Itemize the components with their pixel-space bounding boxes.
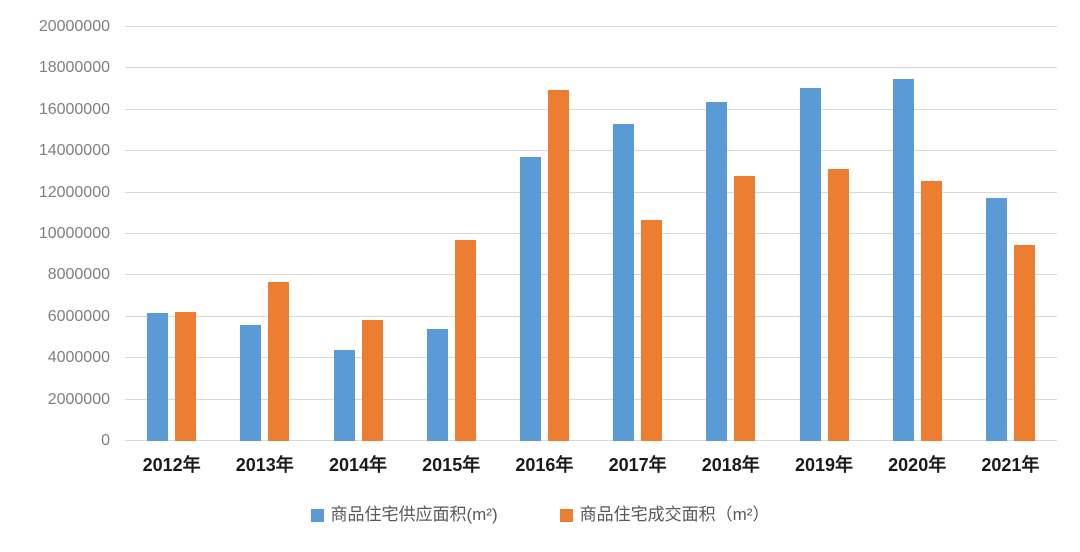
bar-supply	[519, 157, 541, 441]
legend-swatch-transaction-icon	[559, 508, 573, 522]
legend-label-supply: 商品住宅供应面积(m²)	[330, 505, 498, 524]
y-axis-tick-label: 16000000	[38, 100, 110, 118]
y-axis-tick-label: 20000000	[38, 18, 110, 35]
bar-transaction	[175, 311, 197, 441]
bar-supply	[706, 101, 728, 441]
y-axis-tick-label: 4000000	[47, 349, 110, 367]
legend-label-transaction: 商品住宅成交面积（m²）	[579, 505, 770, 524]
x-axis-category-label: 2013年	[235, 455, 294, 475]
x-axis-category-label: 2019年	[794, 455, 853, 475]
bar-transaction	[920, 181, 942, 441]
bar-supply	[426, 329, 448, 441]
bar-transaction	[827, 168, 849, 441]
y-axis-tick-label: 12000000	[38, 183, 110, 201]
legend: 商品住宅供应面积(m²) 商品住宅成交面积（m²）	[0, 504, 1080, 526]
x-axis-category-label: 2018年	[701, 455, 760, 475]
y-axis-tick-label: 14000000	[38, 142, 110, 160]
x-axis-category-label: 2021年	[981, 455, 1040, 475]
legend-swatch-supply-icon	[310, 508, 324, 522]
x-axis-category-label: 2016年	[515, 455, 574, 475]
bar-transaction	[361, 319, 383, 441]
bar-supply	[333, 349, 355, 441]
gridline	[125, 274, 1057, 276]
y-axis-tick-label: 2000000	[47, 390, 110, 408]
bar-supply	[892, 78, 914, 441]
plot-area	[125, 26, 1057, 441]
y-axis-tick-label: 10000000	[38, 225, 110, 242]
gridline	[125, 108, 1057, 110]
x-axis-category-label: 2017年	[608, 455, 667, 475]
gridline	[125, 67, 1057, 69]
bar-transaction	[734, 176, 756, 441]
gridline	[125, 315, 1057, 317]
legend-item-supply: 商品住宅供应面积(m²)	[310, 504, 498, 526]
gridline	[125, 26, 1057, 27]
bar-transaction	[1013, 245, 1035, 441]
gridline	[125, 440, 1057, 441]
gridline	[125, 191, 1057, 193]
bar-transaction	[454, 240, 476, 441]
y-axis-tick-label: 18000000	[38, 59, 110, 77]
y-axis-tick-label: 8000000	[47, 266, 110, 284]
x-axis-category-label: 2015年	[422, 455, 481, 475]
bar-supply	[799, 88, 821, 441]
x-axis-category-label: 2012年	[142, 455, 201, 475]
bar-transaction	[547, 90, 569, 441]
x-axis-category-label: 2020年	[888, 455, 947, 475]
gridline	[125, 357, 1057, 359]
y-axis-tick-label: 6000000	[47, 307, 110, 325]
bar-transaction	[268, 281, 290, 441]
bar-supply	[147, 312, 169, 441]
x-axis: 2012年 2013年 2014年 2015年 2016年 2017年 2018年 2019年…	[125, 452, 1057, 480]
gridline	[125, 233, 1057, 234]
gridline	[125, 398, 1057, 400]
gridline	[125, 150, 1057, 152]
bar-supply	[240, 325, 262, 441]
bar-supply	[613, 124, 635, 441]
y-axis: 0 2000000 4000000 6000000 8000000 10000000 120…	[0, 0, 110, 460]
y-axis-tick-label: 0	[101, 432, 110, 449]
legend-item-transaction: 商品住宅成交面积（m²）	[559, 504, 770, 526]
x-axis-category-label: 2014年	[328, 455, 387, 475]
bar-supply	[985, 197, 1007, 441]
bar-transaction	[641, 219, 663, 441]
